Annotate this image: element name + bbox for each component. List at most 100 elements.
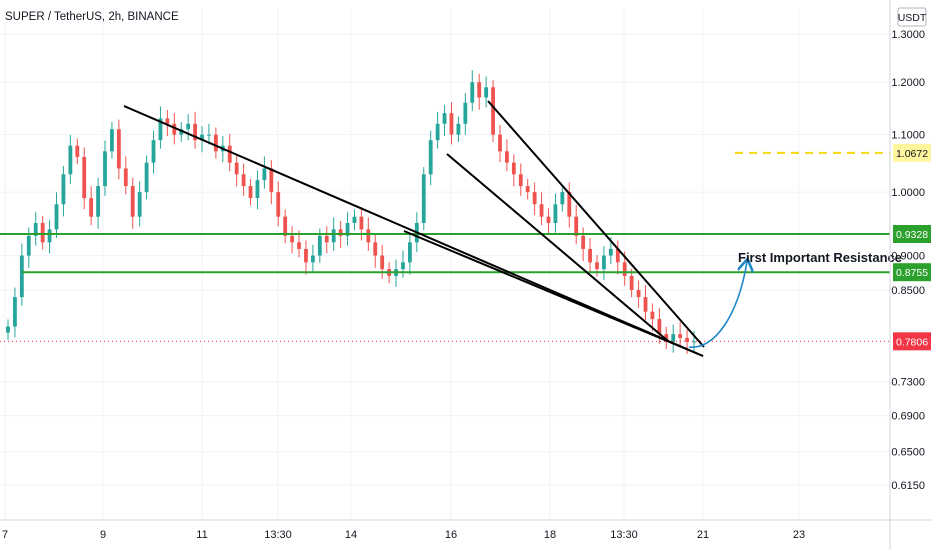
- candle-body: [165, 118, 170, 124]
- candle-body: [248, 186, 253, 199]
- candle-body: [123, 168, 128, 187]
- x-tick-label: 11: [196, 529, 207, 541]
- candle-body: [179, 129, 184, 135]
- candle-body: [290, 235, 295, 243]
- candle-body: [359, 216, 364, 230]
- candle-body: [345, 222, 350, 236]
- candle-body: [61, 174, 66, 205]
- x-tick-label: 9: [100, 529, 106, 541]
- candle-body: [456, 123, 461, 135]
- candle-body: [498, 134, 502, 152]
- trendline-major[interactable]: [123, 105, 704, 357]
- candle-body: [449, 113, 454, 135]
- candle-body: [505, 151, 509, 163]
- candle-body: [324, 235, 329, 243]
- price-badge: [893, 225, 931, 244]
- candle-body: [380, 255, 385, 270]
- x-tick-label: 13:30: [264, 529, 292, 541]
- candle-body: [595, 262, 599, 270]
- x-tick-label: 14: [345, 529, 357, 541]
- candle-body: [144, 162, 149, 193]
- candle-body: [6, 326, 10, 333]
- y-tick-label: 1.2000: [891, 77, 925, 89]
- candle-body: [602, 255, 606, 270]
- candle-body: [435, 123, 440, 141]
- candle-body: [518, 174, 523, 187]
- candle-body: [657, 319, 662, 335]
- candle-body: [539, 204, 544, 217]
- currency-badge[interactable]: USDT: [897, 7, 927, 27]
- candle-body: [331, 229, 336, 243]
- candle-body: [213, 134, 218, 152]
- y-tick-label: 0.9000: [891, 251, 925, 263]
- candle-body: [608, 248, 613, 256]
- annotation-first-resistance: First Important Resistance: [738, 250, 902, 265]
- x-tick-label: 7: [2, 529, 8, 541]
- wedge-lower-line[interactable]: [446, 153, 669, 342]
- candle-body: [103, 151, 107, 187]
- candle-body: [13, 297, 17, 327]
- candle-body: [373, 242, 378, 256]
- y-tick-label: 0.6500: [891, 447, 925, 459]
- support-line[interactable]: [403, 230, 704, 357]
- x-tick-label: 13:30: [610, 529, 638, 541]
- price-badge-label: 0.7806: [896, 336, 928, 348]
- candle-body: [643, 297, 648, 312]
- y-tick-label: 0.8500: [891, 285, 925, 297]
- candle-body: [553, 204, 558, 223]
- candle-body: [207, 134, 211, 136]
- candle-body: [421, 174, 426, 223]
- candle-body: [283, 216, 288, 236]
- y-tick-label: 1.1000: [891, 130, 925, 142]
- candle-body: [629, 275, 634, 291]
- candle-body: [310, 255, 315, 263]
- candle-body: [622, 262, 627, 276]
- y-tick-label: 0.6150: [891, 480, 925, 492]
- price-badge-label: 0.8755: [896, 267, 928, 279]
- candle-body: [262, 168, 267, 181]
- candle-body: [54, 204, 59, 230]
- candle-body: [525, 186, 530, 193]
- support-line-left[interactable]: [22, 232, 703, 352]
- price-badge-label: 1.0672: [896, 148, 928, 160]
- candle-body: [89, 198, 94, 217]
- candle-body: [68, 145, 73, 175]
- price-badge: [893, 263, 931, 282]
- candle-body: [338, 229, 343, 236]
- x-axis: 7 9 11 13:30 14 16 18 13:30 21 23: [0, 519, 932, 541]
- price-badge-label: 0.9328: [896, 229, 928, 241]
- candle-body: [588, 248, 592, 263]
- candle-body: [137, 192, 142, 217]
- candle-body: [200, 134, 204, 141]
- candle-body: [463, 102, 468, 124]
- candle-body: [82, 156, 87, 199]
- candle-body: [116, 129, 121, 169]
- candle-body: [484, 87, 489, 98]
- candle-body: [546, 216, 551, 223]
- candle-body: [96, 186, 100, 217]
- y-axis: 1.3000 1.2000 1.1000 1.0000 0.9000 0.8500 0.73…: [889, 0, 931, 550]
- candle-body: [241, 174, 246, 187]
- wedge-upper-line[interactable]: [487, 100, 705, 348]
- y-tick-label: 0.7300: [891, 377, 925, 389]
- candle-body: [269, 168, 274, 193]
- candle-body: [151, 140, 156, 163]
- candle-body: [47, 229, 52, 243]
- candle-body: [186, 123, 191, 130]
- chart-title: SUPER / TetherUS, 2h, BINANCE: [5, 11, 179, 23]
- x-tick-label: 18: [544, 529, 556, 541]
- candle-body: [75, 145, 80, 157]
- candles: [6, 70, 696, 354]
- x-tick-label: 16: [445, 529, 457, 541]
- candle-body: [532, 192, 537, 205]
- x-tick-label: 23: [793, 529, 805, 541]
- candle-body: [650, 311, 655, 320]
- candle-body: [692, 341, 696, 343]
- candle-body: [581, 235, 586, 249]
- candle-body: [636, 290, 641, 298]
- y-tick-label: 1.3000: [891, 29, 925, 41]
- candle-body: [110, 129, 114, 152]
- candle-body: [193, 123, 197, 141]
